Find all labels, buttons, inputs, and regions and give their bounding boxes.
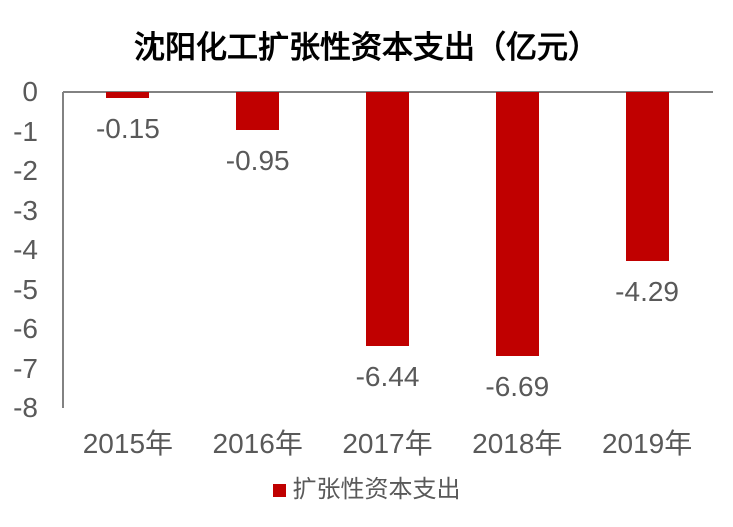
legend-label: 扩张性资本支出 xyxy=(292,476,461,503)
x-tick-label: 2019年 xyxy=(601,428,693,459)
y-tick-label: -5 xyxy=(13,273,38,305)
y-tick-label: -3 xyxy=(13,194,38,226)
y-tick-label: 0 xyxy=(22,76,38,107)
y-tick-label: -6 xyxy=(13,313,38,344)
legend: 扩张性资本支出 xyxy=(0,478,733,502)
bar-value-label: -4.29 xyxy=(615,276,679,307)
y-tick-label: -1 xyxy=(13,115,38,147)
bar xyxy=(236,92,280,130)
bar-value-label: -6.69 xyxy=(485,371,550,402)
y-tick-label: -7 xyxy=(13,352,38,384)
bar xyxy=(625,92,669,261)
bar xyxy=(366,92,409,346)
bar-value-label: -0.15 xyxy=(95,113,160,144)
x-tick-label: 2017年 xyxy=(342,428,433,459)
chart-title: 沈阳化工扩张性资本支出（亿元） xyxy=(134,30,599,65)
bar xyxy=(495,92,539,356)
y-tick-label: -2 xyxy=(13,155,38,186)
bar-value-label: -6.44 xyxy=(355,361,420,392)
x-tick-label: 2015年 xyxy=(82,428,174,459)
y-tick-label: -4 xyxy=(13,234,38,265)
legend-swatch xyxy=(272,483,286,497)
zero-axis-line xyxy=(63,91,713,93)
bar-value-label: -0.95 xyxy=(225,145,290,176)
x-tick-label: 2016年 xyxy=(212,428,303,459)
y-tick-label: -8 xyxy=(13,392,38,423)
x-tick-label: 2018年 xyxy=(472,428,563,459)
y-axis-line xyxy=(62,92,64,408)
bar xyxy=(106,92,150,98)
